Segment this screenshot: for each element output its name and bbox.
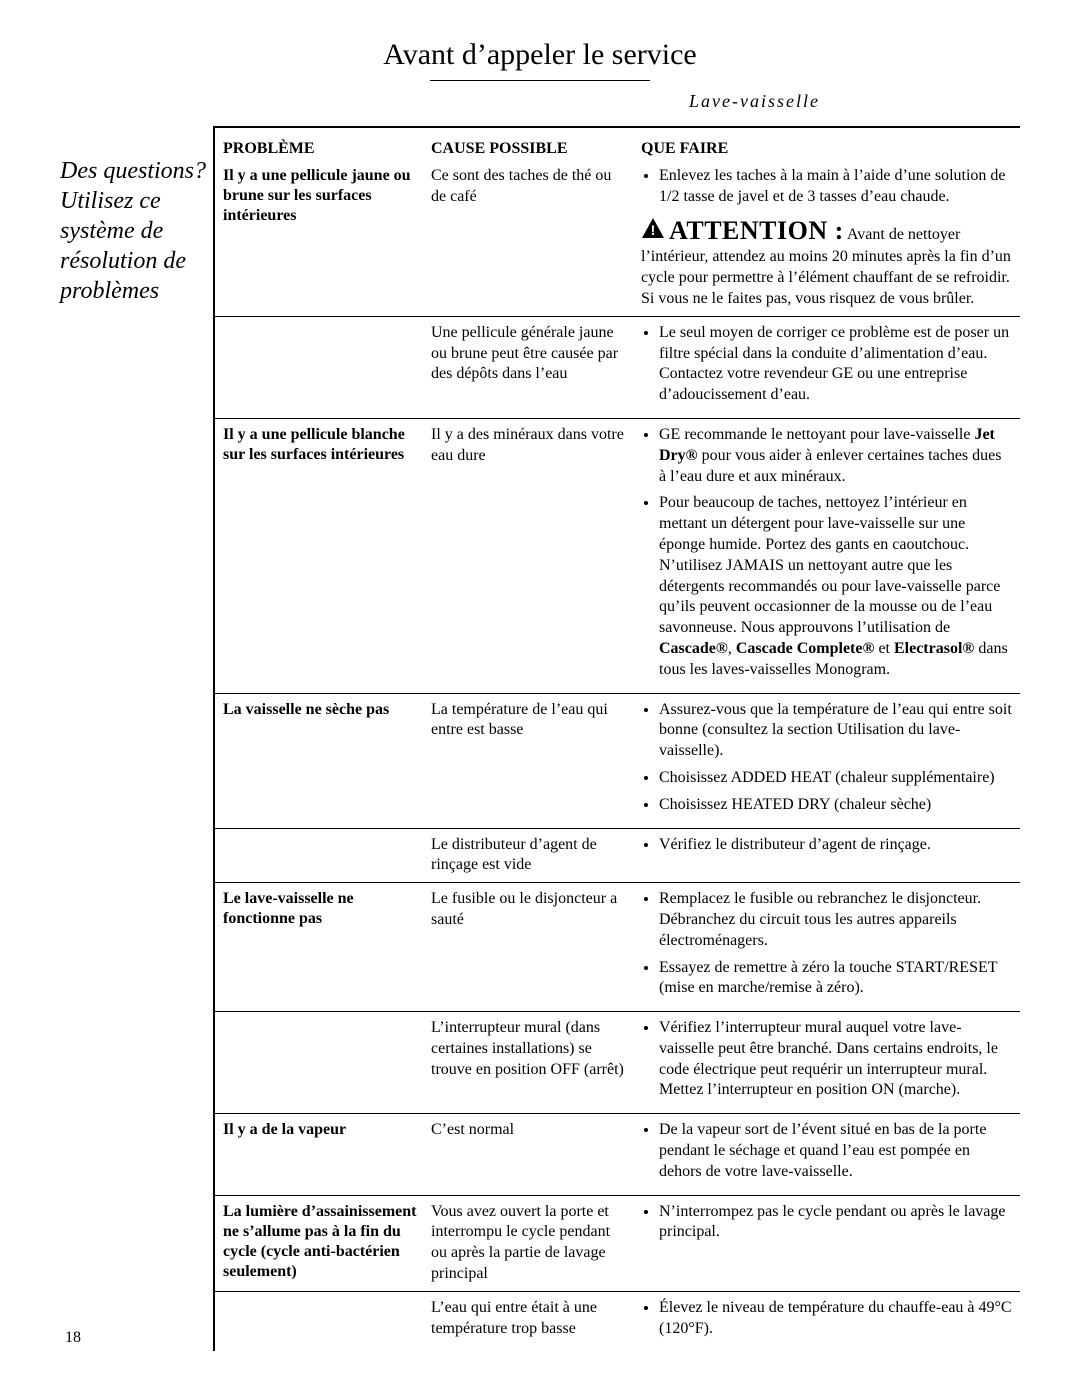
table-row: L’interrupteur mural (dans certaines ins… (215, 1011, 1020, 1113)
table-row: Une pellicule générale jaune ou brune pe… (215, 316, 1020, 418)
cause-cell: Ce sont des taches de thé ou de café (431, 166, 641, 310)
action-item: Enlevez les taches à la main à l’aide d’… (659, 166, 1012, 208)
action-item: Choisissez ADDED HEAT (chaleur supplémen… (659, 768, 1012, 789)
action-item: GE recommande le nettoyant pour lave-vai… (659, 425, 1012, 487)
problem-cell: Il y a de la vapeur (215, 1120, 431, 1188)
cause-cell: Une pellicule générale jaune ou brune pe… (431, 323, 641, 412)
problem-cell: Le lave-vaisselle ne fonctionne pas (215, 889, 431, 1005)
attention-label: ATTENTION : (669, 216, 844, 245)
action-item: Pour beaucoup de taches, nettoyez l’inté… (659, 493, 1012, 680)
sidebar-heading: Des questions? Utilisez ce système de ré… (60, 156, 213, 306)
header-action: QUE FAIRE (641, 140, 1020, 158)
page-title: Avant d’appeler le service (60, 38, 1020, 72)
cause-cell: Vous avez ouvert la porte et interrompu … (431, 1202, 641, 1285)
problem-cell (215, 323, 431, 412)
problem-cell: Il y a une pellicule jaune ou brune sur … (215, 166, 431, 310)
action-cell: De la vapeur sort de l’évent situé en ba… (641, 1120, 1020, 1188)
table-row: Le distributeur d’agent de rinçage est v… (215, 828, 1020, 883)
action-item: Élevez le niveau de température du chauf… (659, 1298, 1012, 1340)
cause-cell: L’eau qui entre était à une température … (431, 1298, 641, 1346)
title-rule (430, 80, 650, 81)
action-cell: Remplacez le fusible ou rebranchez le di… (641, 889, 1020, 1005)
cause-cell: La température de l’eau qui entre est ba… (431, 700, 641, 822)
action-cell: Vérifiez l’interrupteur mural auquel vot… (641, 1018, 1020, 1107)
problem-cell (215, 835, 431, 877)
table-row: L’eau qui entre était à une température … (215, 1291, 1020, 1352)
cause-cell: C’est normal (431, 1120, 641, 1188)
cause-cell: L’interrupteur mural (dans certaines ins… (431, 1018, 641, 1107)
action-cell: GE recommande le nettoyant pour lave-vai… (641, 425, 1020, 687)
table-row: Il y a de la vapeur C’est normal De la v… (215, 1113, 1020, 1194)
table-row: Le lave-vaisselle ne fonctionne pas Le f… (215, 882, 1020, 1011)
action-item: Assurez-vous que la température de l’eau… (659, 700, 1012, 762)
table-row: Il y a une pellicule jaune ou brune sur … (215, 160, 1020, 316)
action-item: Vérifiez le distributeur d’agent de rinç… (659, 835, 1012, 856)
problem-cell: La lumière d’assainissement ne s’allume … (215, 1202, 431, 1285)
action-item: Vérifiez l’interrupteur mural auquel vot… (659, 1018, 1012, 1101)
problem-cell (215, 1298, 431, 1346)
warning-icon: ! (641, 217, 665, 246)
page-subtitle: Lave-vaisselle (60, 91, 1020, 112)
table-row: La vaisselle ne sèche pas La température… (215, 693, 1020, 828)
header-cause: CAUSE POSSIBLE (431, 140, 641, 158)
svg-text:!: ! (651, 222, 656, 238)
action-cell: N’interrompez pas le cycle pendant ou ap… (641, 1202, 1020, 1285)
problem-cell (215, 1018, 431, 1107)
action-item: N’interrompez pas le cycle pendant ou ap… (659, 1202, 1012, 1244)
header-problem: PROBLÈME (215, 140, 431, 158)
attention-block: ! ATTENTION : Avant de nettoyer l’intéri… (641, 214, 1012, 310)
problem-cell: La vaisselle ne sèche pas (215, 700, 431, 822)
action-item: Essayez de remettre à zéro la touche STA… (659, 958, 1012, 1000)
action-cell: Enlevez les taches à la main à l’aide d’… (641, 166, 1020, 310)
action-item: De la vapeur sort de l’évent situé en ba… (659, 1120, 1012, 1182)
page-number: 18 (65, 1329, 81, 1347)
action-cell: Vérifiez le distributeur d’agent de rinç… (641, 835, 1020, 877)
action-item: Choisissez HEATED DRY (chaleur sèche) (659, 795, 1012, 816)
action-cell: Le seul moyen de corriger ce problème es… (641, 323, 1020, 412)
action-cell: Élevez le niveau de température du chauf… (641, 1298, 1020, 1346)
cause-cell: Le fusible ou le disjoncteur a sauté (431, 889, 641, 1005)
problem-cell: Il y a une pellicule blanche sur les sur… (215, 425, 431, 687)
troubleshooting-table: PROBLÈME CAUSE POSSIBLE QUE FAIRE Il y a… (213, 126, 1020, 1351)
action-item: Le seul moyen de corriger ce problème es… (659, 323, 1012, 406)
cause-cell: Il y a des minéraux dans votre eau dure (431, 425, 641, 687)
action-item: Remplacez le fusible ou rebranchez le di… (659, 889, 1012, 951)
table-row: Il y a une pellicule blanche sur les sur… (215, 418, 1020, 693)
cause-cell: Le distributeur d’agent de rinçage est v… (431, 835, 641, 877)
table-row: La lumière d’assainissement ne s’allume … (215, 1195, 1020, 1291)
action-cell: Assurez-vous que la température de l’eau… (641, 700, 1020, 822)
